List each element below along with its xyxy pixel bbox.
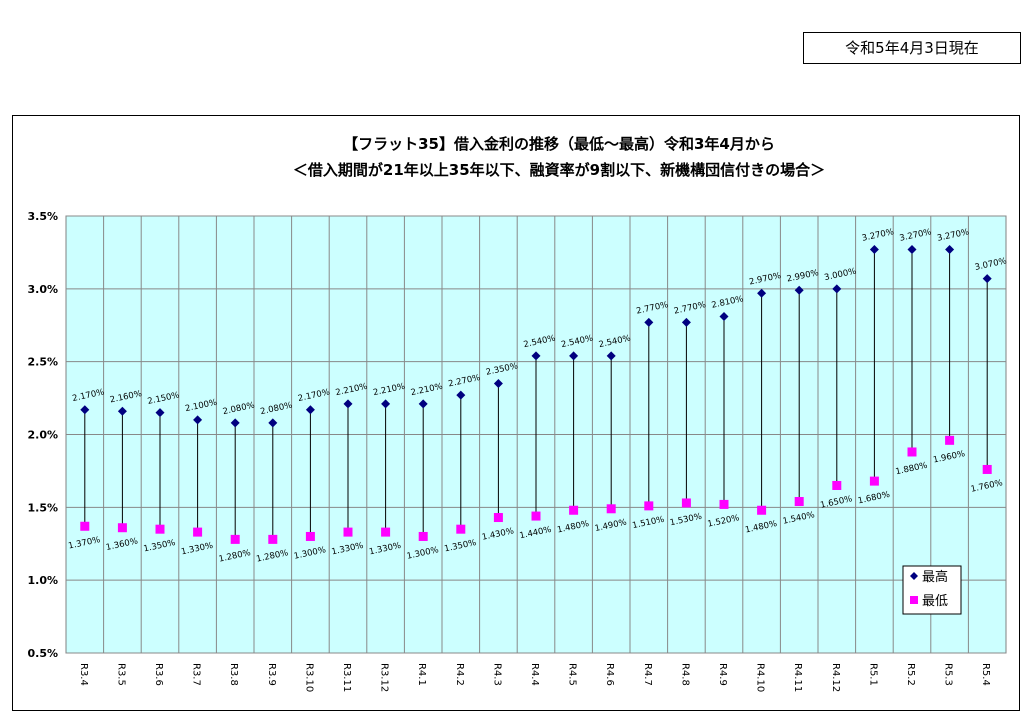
rate-range-chart: 【フラット35】借入金利の推移（最低～最高）令和3年4月から ＜借入期間が21年… [27, 135, 1007, 692]
max-point [418, 399, 428, 409]
max-point [193, 415, 203, 425]
x-tick-label: R3.6 [153, 663, 164, 686]
min-point [305, 531, 315, 541]
min-point [681, 498, 691, 508]
max-point [493, 379, 503, 389]
min-point [531, 511, 541, 521]
max-point [456, 390, 466, 400]
min-point [869, 476, 879, 486]
as-of-date: 令和5年4月3日現在 [803, 32, 1021, 64]
x-tick-label: R4.8 [679, 663, 690, 686]
x-tick-label: R5.2 [905, 663, 916, 686]
x-tick-label: R4.6 [604, 663, 615, 686]
x-tick-label: R4.9 [717, 663, 728, 686]
min-point [757, 505, 767, 515]
x-tick-label: R4.10 [755, 663, 766, 692]
min-point [644, 501, 654, 511]
min-point [907, 447, 917, 457]
x-tick-label: R5.1 [867, 663, 878, 686]
x-tick-label: R3.9 [266, 663, 277, 686]
max-point [531, 351, 541, 361]
x-tick-label: R4.3 [491, 663, 502, 686]
x-tick-label: R3.5 [115, 663, 126, 686]
chart-frame: 【フラット35】借入金利の推移（最低～最高）令和3年4月から ＜借入期間が21年… [12, 115, 1020, 711]
y-axis-ticks: 3.5% 3.0% 2.5% 2.0% 1.5% 1.0% 0.5% [27, 210, 58, 660]
min-point [832, 480, 842, 490]
max-point [80, 405, 90, 415]
range-lines [84, 249, 988, 540]
x-tick-label: R4.12 [830, 663, 841, 692]
chart-title-line1: 【フラット35】借入金利の推移（最低～最高）令和3年4月から [343, 135, 775, 153]
y-tick-label: 2.0% [27, 429, 58, 442]
max-point [907, 245, 917, 255]
max-point [945, 245, 955, 255]
max-point [757, 288, 767, 298]
max-point [832, 284, 842, 294]
max-point [794, 285, 804, 295]
min-point [569, 505, 579, 515]
min-point [230, 534, 240, 544]
max-point [230, 418, 240, 428]
y-tick-label: 3.0% [27, 283, 58, 296]
min-point [719, 499, 729, 509]
min-point [945, 435, 955, 445]
max-point [644, 317, 654, 327]
min-point [606, 504, 616, 514]
min-point [456, 524, 466, 534]
max-point [155, 408, 165, 418]
min-point [418, 531, 428, 541]
min-point [794, 497, 804, 507]
y-tick-label: 1.5% [27, 501, 58, 514]
min-point [268, 534, 278, 544]
legend-label-min: 最低 [922, 594, 948, 609]
x-tick-label: R3.7 [191, 663, 202, 686]
max-point [268, 418, 278, 428]
x-tick-label: R5.3 [943, 663, 954, 686]
x-tick-label: R3.11 [341, 663, 352, 692]
min-point [193, 527, 203, 537]
x-tick-label: R4.5 [567, 663, 578, 686]
max-point [381, 399, 391, 409]
min-point [80, 521, 90, 531]
x-tick-label: R5.4 [980, 663, 991, 686]
min-point [343, 527, 353, 537]
min-point [381, 527, 391, 537]
y-tick-label: 3.5% [27, 210, 58, 223]
y-tick-label: 2.5% [27, 356, 58, 369]
min-point [155, 524, 165, 534]
x-tick-label: R3.8 [228, 663, 239, 686]
max-point [982, 274, 992, 284]
max-point [869, 245, 879, 255]
x-tick-label: R4.1 [416, 663, 427, 686]
chart-title-line2: ＜借入期間が21年以上35年以下、融資率が9割以下、新機構団信付きの場合＞ [293, 161, 825, 179]
x-tick-label: R4.11 [792, 663, 803, 692]
min-point [493, 513, 503, 523]
x-tick-label: R3.12 [379, 663, 390, 692]
x-tick-label: R3.10 [303, 663, 314, 692]
legend-marker-max [910, 572, 918, 580]
x-tick-label: R4.2 [454, 663, 465, 686]
min-point [982, 464, 992, 474]
max-point [569, 351, 579, 361]
grid-lines-vertical [103, 216, 969, 653]
max-point [343, 399, 353, 409]
max-point [305, 405, 315, 415]
max-point [606, 351, 616, 361]
x-tick-label: R4.4 [529, 663, 540, 686]
x-axis-ticks: R3.4 R3.5 R3.6 R3.7 R3.8 R3.9 R3.10 R3.11 R3.12 R… [78, 663, 991, 692]
min-point [117, 523, 127, 533]
max-point [117, 406, 127, 416]
max-point [719, 312, 729, 322]
y-tick-label: 1.0% [27, 574, 58, 587]
y-tick-label: 0.5% [27, 647, 58, 660]
legend-marker-min [910, 596, 918, 604]
max-point [681, 317, 691, 327]
legend-label-max: 最高 [922, 569, 948, 585]
x-tick-label: R4.7 [642, 663, 653, 686]
x-tick-label: R3.4 [78, 663, 89, 686]
